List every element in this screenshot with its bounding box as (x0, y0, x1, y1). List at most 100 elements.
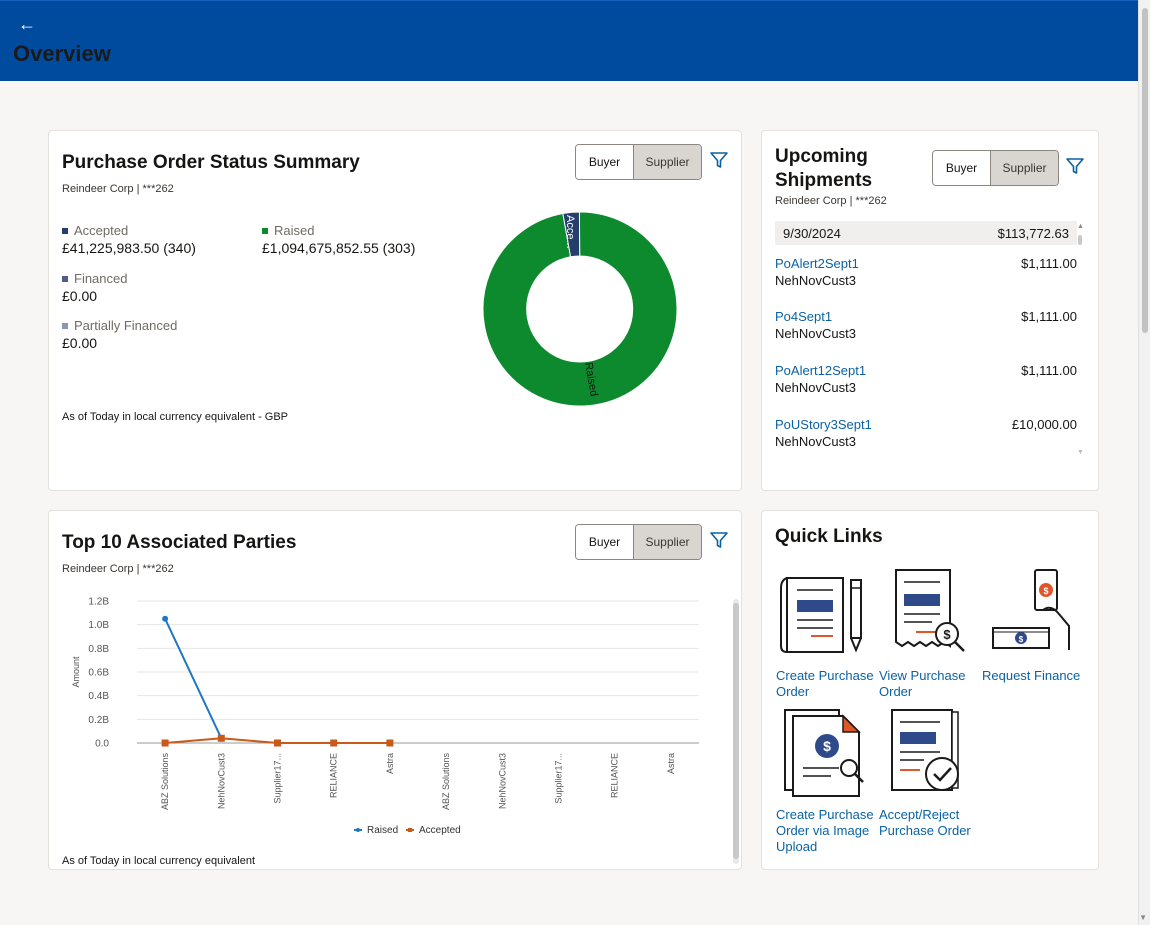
card-subtitle: Reindeer Corp | ***262 (62, 183, 174, 195)
card-title: Upcoming Shipments (775, 145, 872, 193)
document-pen-icon (780, 577, 862, 653)
quick-link-label: Create Purchase Order via Image Upload (776, 807, 874, 855)
x-tick-label: Astra (666, 753, 676, 774)
data-point-accepted (330, 739, 338, 747)
scroll-up-arrow-icon[interactable]: ▲ (1077, 223, 1084, 230)
quick-link-label-line: Order (879, 684, 913, 699)
buyer-supplier-toggle: Buyer Supplier (575, 144, 702, 180)
donut-slice-accepted[interactable] (562, 211, 581, 258)
svg-text:$: $ (943, 627, 951, 642)
card-title: Purchase Order Status Summary (62, 152, 360, 173)
data-point-raised (162, 615, 169, 622)
card-subtitle: Reindeer Corp | ***262 (62, 563, 174, 575)
page-scrollbar-thumb[interactable] (1142, 8, 1148, 333)
shipments-scrollbar[interactable]: ▲ ▼ (1077, 223, 1084, 463)
po-status-summary-card: Purchase Order Status Summary Reindeer C… (48, 130, 742, 491)
quick-link-label-line: Purchase Order (879, 823, 971, 838)
upcoming-shipments-card: Upcoming Shipments Reindeer Corp | ***26… (761, 130, 1099, 491)
shipment-po-link[interactable]: Po4Sept1 (775, 309, 833, 324)
shipments-scrollbar-thumb[interactable] (1078, 235, 1082, 245)
quick-link-label: Create Purchase Order (776, 668, 874, 700)
quick-link-accept-reject-po[interactable]: Accept/Reject Purchase Order (878, 706, 978, 838)
metric-financed: Financed £0.00 (62, 271, 127, 304)
donut-label-accepted: Acce... (564, 215, 576, 249)
card-subtitle: Reindeer Corp | ***262 (775, 195, 887, 207)
metric-label: Accepted (74, 223, 129, 238)
shipment-amount: $1,111.00 (1021, 309, 1077, 324)
metric-raised: Raised £1,094,675,852.55 (303) (262, 223, 415, 256)
x-tick-label: ABZ Solutions (160, 753, 170, 811)
x-tick-label: RELIANCE (329, 753, 339, 798)
svg-text:$: $ (823, 738, 831, 754)
metric-label: Partially Financed (74, 318, 178, 333)
shipment-po-link[interactable]: PoAlert12Sept1 (775, 363, 867, 378)
shipment-customer: NehNovCust3 (775, 380, 856, 395)
shipment-po-link[interactable]: PoUStory3Sept1 (775, 417, 872, 432)
x-tick-label: NehNovCust3 (216, 753, 226, 809)
supplier-option[interactable]: Supplier (633, 525, 701, 559)
quick-link-view-po[interactable]: $ View Purchase Order (878, 566, 978, 699)
x-tick-label: NehNovCust3 (497, 753, 507, 809)
app-header: ← Overview (0, 0, 1138, 81)
legend-label: Raised (367, 825, 398, 836)
scroll-down-arrow-icon[interactable]: ▼ (1139, 913, 1147, 922)
svg-text:$: $ (1019, 635, 1024, 644)
page-title: Overview (13, 41, 111, 66)
partially-financed-legend-swatch (62, 322, 68, 329)
chart-scrollbar[interactable] (733, 599, 739, 864)
y-tick-label: 0.4B (88, 691, 109, 702)
series-line-raised (164, 618, 223, 739)
shipment-customer: NehNovCust3 (775, 434, 856, 449)
supplier-option[interactable]: Supplier (633, 145, 701, 179)
status-donut-chart: Acce... Raised (482, 211, 678, 407)
x-tick-label: Supplier17... (554, 753, 564, 804)
legend-marker (408, 828, 412, 832)
buyer-option[interactable]: Buyer (933, 151, 990, 185)
filter-icon[interactable] (1065, 156, 1085, 176)
x-tick-label: ABZ Solutions (441, 753, 451, 811)
quick-link-create-po[interactable]: Create Purchase Order (775, 566, 875, 699)
buyer-option[interactable]: Buyer (576, 525, 633, 559)
quick-link-create-po-image-upload[interactable]: $ Create Purchase Order via Image Upload (775, 706, 875, 856)
x-tick-label: Astra (385, 753, 395, 774)
quick-link-label-line: Create Purchase (776, 807, 874, 822)
x-tick-label: Supplier17... (273, 753, 283, 804)
chart-scrollbar-thumb[interactable] (733, 603, 739, 859)
metric-value: £41,225,983.50 (340) (62, 240, 196, 256)
filter-icon[interactable] (709, 530, 729, 550)
y-tick-label: 0.6B (88, 668, 109, 679)
quick-link-label-line: Accept/Reject (879, 807, 960, 822)
financed-legend-swatch (62, 275, 68, 282)
quick-link-label-line: Request Finance (982, 668, 1081, 683)
quick-link-label-line: View Purchase (879, 668, 966, 683)
shipment-list-item: PoAlert2Sept1 $1,111.00 NehNovCust3 (775, 256, 1077, 288)
supplier-option[interactable]: Supplier (990, 151, 1058, 185)
page-scrollbar[interactable]: ▼ (1138, 0, 1150, 925)
quick-link-label-line: Order via Image (776, 823, 870, 838)
shipment-amount: $1,111.00 (1021, 256, 1077, 271)
y-tick-label: 0.0 (95, 739, 109, 750)
data-point-accepted (274, 739, 281, 747)
metric-partially-financed: Partially Financed £0.00 (62, 318, 177, 351)
shipment-list-item: PoUStory3Sept1 £10,000.00 NehNovCust3 (775, 417, 1077, 449)
accepted-legend-swatch (62, 227, 68, 234)
data-point-accepted (386, 739, 394, 747)
buyer-supplier-toggle: Buyer Supplier (575, 524, 702, 560)
legend-label: Accepted (419, 825, 461, 836)
quick-link-request-finance[interactable]: $ $ Request Finance (981, 566, 1091, 696)
filter-icon[interactable] (709, 150, 729, 170)
metric-accepted: Accepted £41,225,983.50 (340) (62, 223, 196, 256)
quick-link-label: View Purchase Order (879, 668, 965, 700)
back-arrow-icon[interactable]: ← (18, 14, 36, 34)
shipment-date-group-row[interactable]: 9/30/2024 $113,772.63 (775, 221, 1077, 245)
quick-links-card: Quick Links Create Purchase Order (761, 510, 1099, 870)
shipment-date: 9/30/2024 (783, 225, 841, 241)
shipment-po-link[interactable]: PoAlert2Sept1 (775, 256, 859, 271)
hand-cash-icon: $ $ (992, 569, 1070, 650)
legend-marker (356, 828, 360, 832)
scroll-down-arrow-icon[interactable]: ▼ (1077, 449, 1084, 456)
buyer-option[interactable]: Buyer (576, 145, 633, 179)
quick-link-label-line: Order (776, 684, 810, 699)
metric-value: £0.00 (62, 335, 98, 351)
donut-slice-raised[interactable] (482, 211, 678, 407)
